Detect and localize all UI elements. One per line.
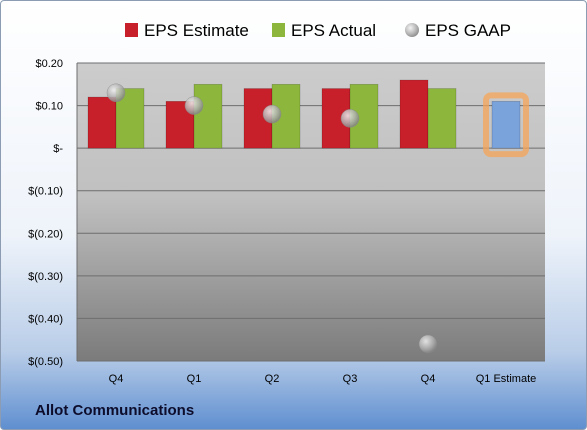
y-tick-label: $(0.50) bbox=[28, 356, 63, 368]
gaap-point bbox=[418, 334, 438, 354]
bar-highlight bbox=[483, 92, 529, 158]
x-tick-label: Q4 bbox=[109, 373, 124, 385]
x-tick-label: Q1 Estimate bbox=[476, 373, 537, 385]
company-name: Allot Communications bbox=[35, 402, 195, 419]
bar bbox=[87, 96, 117, 149]
gridlines bbox=[77, 62, 545, 362]
y-tick-label: $0.20 bbox=[35, 58, 63, 70]
bar bbox=[193, 83, 223, 149]
y-axis: $0.20 $0.10 $- $(0.10) $(0.20) $(0.30) $(0.40)… bbox=[28, 58, 78, 368]
bar bbox=[427, 88, 457, 149]
plot-area bbox=[77, 63, 545, 361]
legend-label: EPS Estimate bbox=[144, 21, 249, 40]
y-tick-label: $0.10 bbox=[35, 101, 63, 113]
x-tick-label: Q4 bbox=[421, 373, 436, 385]
gaap-point bbox=[340, 109, 360, 128]
gaap-point bbox=[184, 96, 204, 115]
y-tick-label: $(0.40) bbox=[28, 313, 63, 325]
x-tick-label: Q3 bbox=[343, 373, 358, 385]
gaap-point bbox=[262, 104, 282, 124]
bar bbox=[491, 101, 521, 149]
x-tick-label: Q2 bbox=[265, 373, 280, 385]
x-tick-label: Q1 bbox=[187, 373, 202, 385]
legend-item: EPS Actual bbox=[272, 21, 376, 40]
y-tick-label: $- bbox=[53, 143, 63, 155]
y-tick-label: $(0.30) bbox=[28, 271, 63, 283]
legend-label: EPS Actual bbox=[291, 21, 376, 40]
bar bbox=[399, 79, 429, 149]
gaap-points bbox=[106, 83, 438, 354]
legend-swatch bbox=[272, 23, 285, 37]
y-tick-label: $(0.10) bbox=[28, 186, 63, 198]
plot-background bbox=[77, 63, 545, 361]
legend-swatch bbox=[405, 23, 419, 37]
legend-item: EPS Estimate bbox=[125, 21, 249, 40]
gaap-point bbox=[106, 83, 126, 103]
legend-swatch bbox=[125, 23, 138, 37]
legend: EPS Estimate EPS Actual EPS GAAP bbox=[125, 21, 511, 40]
legend-label: EPS GAAP bbox=[425, 21, 511, 40]
y-tick-label: $(0.20) bbox=[28, 228, 63, 240]
x-axis: Q4 Q1 Q2 Q3 Q4 Q1 Estimate bbox=[109, 373, 537, 385]
legend-item: EPS GAAP bbox=[405, 21, 511, 40]
